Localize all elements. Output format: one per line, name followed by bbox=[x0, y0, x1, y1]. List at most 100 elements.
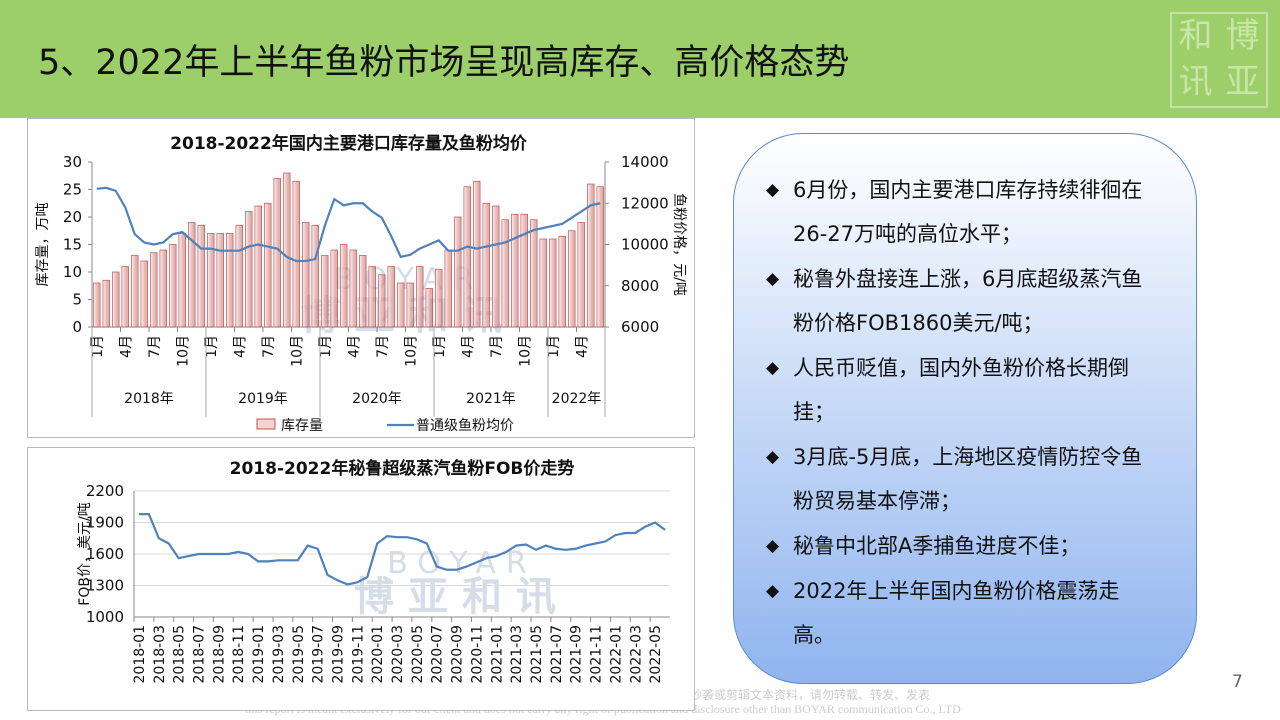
bar bbox=[254, 205, 262, 328]
bar bbox=[93, 282, 101, 328]
y2-tick-label: 12000 bbox=[621, 194, 669, 212]
bar bbox=[416, 266, 424, 328]
y-tick-label: 25 bbox=[63, 181, 82, 199]
x-tick-label: 1月 bbox=[204, 335, 220, 358]
bar bbox=[568, 230, 576, 328]
x-tick-label: 2021-05 bbox=[529, 625, 545, 684]
bar bbox=[292, 180, 300, 328]
bar bbox=[264, 202, 272, 328]
x-tick-label: 2022-01 bbox=[608, 625, 624, 684]
x-tick-label: 7月 bbox=[489, 335, 505, 358]
group-label: 2018年 bbox=[124, 391, 174, 407]
logo-char: 亚 bbox=[1225, 62, 1260, 102]
y2-tick-label: 14000 bbox=[621, 153, 669, 171]
bar bbox=[245, 211, 253, 328]
x-tick-label: 2019-05 bbox=[291, 625, 307, 684]
x-tick-label: 2021-07 bbox=[549, 625, 565, 684]
x-tick-label: 2020-03 bbox=[390, 625, 406, 684]
watermark: 博亚和讯 bbox=[354, 574, 570, 620]
bar bbox=[359, 255, 367, 328]
chart-frame: BOYAR 博亚和讯 2018-2022年秘鲁超级蒸汽鱼粉FOB价走势 1000 130… bbox=[27, 447, 695, 711]
y-tick-label: 20 bbox=[63, 208, 82, 226]
bar bbox=[596, 186, 604, 328]
bar bbox=[520, 213, 528, 328]
x-tick-label: 4月 bbox=[118, 335, 134, 358]
group-label: 2020年 bbox=[352, 391, 402, 407]
bar bbox=[340, 244, 348, 328]
bullet: 3月底-5月底，上海地区疫情防控令鱼粉贸易基本停滞； bbox=[766, 435, 1158, 523]
x-tick-label: 7月 bbox=[147, 335, 163, 358]
legend-label: 库存量 bbox=[281, 418, 323, 434]
x-tick-label: 1月 bbox=[318, 335, 334, 358]
y-tick-label: 15 bbox=[63, 236, 82, 254]
x-tick-label: 4月 bbox=[574, 335, 590, 358]
chart: BOYAR博亚和讯2018-2022年国内主要港口库存量及鱼粉均价0510152… bbox=[35, 133, 688, 434]
x-tick-label: 4月 bbox=[346, 335, 362, 358]
x-tick-label: 2020-01 bbox=[370, 625, 386, 684]
bar bbox=[150, 252, 158, 328]
bar bbox=[349, 249, 357, 328]
x-tick-label: 2018-05 bbox=[172, 625, 188, 684]
bar bbox=[454, 216, 462, 328]
bar bbox=[283, 172, 291, 328]
logo-char: 博 bbox=[1225, 16, 1260, 56]
bar bbox=[397, 282, 405, 328]
chart-title: 2018-2022年秘鲁超级蒸汽鱼粉FOB价走势 bbox=[230, 458, 575, 479]
y-tick-label: 2200 bbox=[86, 482, 124, 500]
y2-tick-label: 10000 bbox=[621, 236, 669, 254]
x-tick-label: 2021-01 bbox=[489, 625, 505, 684]
bar bbox=[178, 233, 186, 328]
watermark: BOYAR bbox=[387, 546, 536, 581]
bar bbox=[473, 180, 481, 328]
bar bbox=[549, 238, 557, 328]
x-tick-label: 2020-07 bbox=[430, 625, 446, 684]
y-axis-label: FOB价，美元/吨 bbox=[77, 502, 93, 605]
bar bbox=[425, 288, 433, 328]
y-tick-label: 1900 bbox=[86, 514, 124, 532]
page-number: 7 bbox=[1232, 672, 1243, 692]
y-tick-label: 0 bbox=[72, 318, 82, 336]
bar bbox=[273, 178, 281, 328]
bar bbox=[121, 266, 129, 328]
bar bbox=[140, 260, 148, 328]
chart-frame: BOYAR博亚和讯2018-2022年国内主要港口库存量及鱼粉均价0510152… bbox=[27, 118, 695, 438]
y-tick-label: 5 bbox=[72, 291, 82, 309]
footer: 秒袭或剪辑文本资料，请勿转载、转发、发表 bbox=[690, 688, 931, 702]
bar bbox=[463, 186, 471, 328]
y-tick-label: 10 bbox=[63, 263, 82, 281]
y-tick-label: 1000 bbox=[86, 608, 124, 626]
bar bbox=[197, 224, 205, 328]
bar bbox=[378, 274, 386, 328]
bar bbox=[492, 205, 500, 328]
bar bbox=[188, 222, 196, 328]
bar bbox=[131, 255, 139, 328]
bar bbox=[558, 235, 566, 328]
bar bbox=[159, 249, 167, 328]
legend-swatch bbox=[256, 418, 276, 430]
bar bbox=[216, 233, 224, 328]
x-tick-label: 10月 bbox=[517, 335, 533, 367]
x-tick-label: 2019-09 bbox=[330, 625, 346, 684]
x-tick-label: 2019-01 bbox=[251, 625, 267, 684]
logo-char: 讯 bbox=[1178, 62, 1213, 102]
header bbox=[0, 0, 1280, 118]
bar bbox=[406, 282, 414, 328]
x-tick-label: 2018-01 bbox=[132, 625, 148, 684]
x-tick-label: 2021-11 bbox=[589, 625, 605, 684]
slide-title: 5、2022年上半年鱼粉市场呈现高库存、高价格态势 bbox=[38, 43, 850, 83]
y-axis-label: 库存量，万吨 bbox=[35, 203, 51, 287]
x-tick-label: 2021-03 bbox=[509, 625, 525, 684]
chart-title: 2018-2022年国内主要港口库存量及鱼粉均价 bbox=[170, 133, 528, 154]
x-tick-label: 2019-11 bbox=[350, 625, 366, 684]
bar bbox=[302, 222, 310, 328]
bar bbox=[444, 249, 452, 328]
bar bbox=[235, 224, 243, 328]
x-tick-label: 7月 bbox=[261, 335, 277, 358]
bar bbox=[102, 279, 110, 328]
y2-tick-label: 6000 bbox=[621, 318, 659, 336]
bar bbox=[482, 202, 490, 328]
x-tick-label: 10月 bbox=[289, 335, 305, 367]
group-label: 2021年 bbox=[466, 391, 516, 407]
